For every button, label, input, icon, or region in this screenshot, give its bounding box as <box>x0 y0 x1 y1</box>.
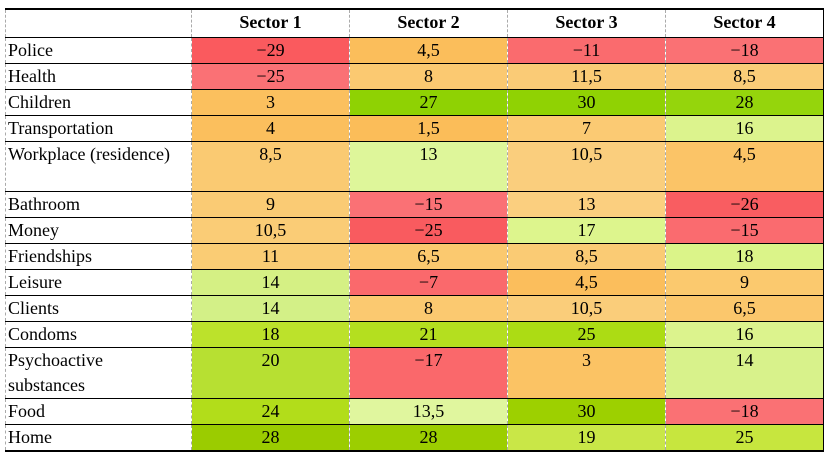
table-row: Food 24 13,5 30 −18 <box>5 398 824 425</box>
heatmap-table-container: Sector 1 Sector 2 Sector 3 Sector 4 Poli… <box>5 8 824 452</box>
table-cell: 13 <box>349 141 508 192</box>
table-cell: 27 <box>349 89 508 116</box>
table-cell: 10,5 <box>191 217 350 244</box>
table-cell: 1,5 <box>349 115 508 142</box>
table-cell: 24 <box>191 398 350 425</box>
table-cell: 6,5 <box>665 295 824 322</box>
row-label: Workplace (residence) <box>5 141 192 192</box>
table-row: Workplace (residence) 8,5 13 10,5 4,5 <box>5 141 824 192</box>
table-cell: 14 <box>191 269 350 296</box>
table-cell: 10,5 <box>507 295 666 322</box>
row-label: Home <box>5 424 192 452</box>
table-cell: 25 <box>665 424 824 452</box>
table-row: Children 3 27 30 28 <box>5 89 824 116</box>
table-cell: 17 <box>507 217 666 244</box>
row-label: Transportation <box>5 115 192 142</box>
table-cell: 14 <box>191 295 350 322</box>
table-cell: −25 <box>191 63 350 90</box>
table-cell: 10,5 <box>507 141 666 192</box>
table-cell: 13,5 <box>349 398 508 425</box>
table-cell: 7 <box>507 115 666 142</box>
table-cell: 18 <box>191 321 350 348</box>
table-row: Home 28 28 19 25 <box>5 424 824 452</box>
table-cell: −15 <box>665 217 824 244</box>
table-cell: 9 <box>191 191 350 218</box>
row-label: Clients <box>5 295 192 322</box>
corner-cell <box>5 8 192 38</box>
column-header-sector-4: Sector 4 <box>665 8 824 38</box>
table-cell: −18 <box>665 37 824 64</box>
table-cell: 28 <box>191 424 350 452</box>
table-row: Money 10,5 −25 17 −15 <box>5 217 824 244</box>
table-cell: 28 <box>349 424 508 452</box>
table-cell: 13 <box>507 191 666 218</box>
table-cell: 14 <box>665 347 824 399</box>
table-cell: 16 <box>665 321 824 348</box>
table-row: Clients 14 8 10,5 6,5 <box>5 295 824 322</box>
table-cell: −25 <box>349 217 508 244</box>
row-label: Bathroom <box>5 191 192 218</box>
header-row: Sector 1 Sector 2 Sector 3 Sector 4 <box>5 8 824 38</box>
table-cell: 6,5 <box>349 243 508 270</box>
column-header-sector-1: Sector 1 <box>191 8 350 38</box>
table-row: Leisure 14 −7 4,5 9 <box>5 269 824 296</box>
table-cell: 30 <box>507 89 666 116</box>
row-label: Condoms <box>5 321 192 348</box>
row-label: Money <box>5 217 192 244</box>
table-cell: 4,5 <box>665 141 824 192</box>
table-cell: 4 <box>191 115 350 142</box>
table-cell: 30 <box>507 398 666 425</box>
table-cell: −26 <box>665 191 824 218</box>
table-row: Condoms 18 21 25 16 <box>5 321 824 348</box>
table-cell: 9 <box>665 269 824 296</box>
row-label: Health <box>5 63 192 90</box>
table-cell: 4,5 <box>507 269 666 296</box>
table-cell: 18 <box>665 243 824 270</box>
table-cell: −18 <box>665 398 824 425</box>
table-cell: −11 <box>507 37 666 64</box>
row-label: Food <box>5 398 192 425</box>
row-label: Police <box>5 37 192 64</box>
table-cell: 3 <box>191 89 350 116</box>
table-row: Psychoactive substances 20 −17 3 14 <box>5 347 824 399</box>
table-cell: −29 <box>191 37 350 64</box>
table-cell: 11,5 <box>507 63 666 90</box>
table-cell: −17 <box>349 347 508 399</box>
table-row: Bathroom 9 −15 13 −26 <box>5 191 824 218</box>
table-row: Health −25 8 11,5 8,5 <box>5 63 824 90</box>
table-row: Friendships 11 6,5 8,5 18 <box>5 243 824 270</box>
table-cell: 20 <box>191 347 350 399</box>
table-cell: 3 <box>507 347 666 399</box>
row-label: Friendships <box>5 243 192 270</box>
row-label: Psychoactive substances <box>5 347 192 399</box>
table-cell: 8,5 <box>665 63 824 90</box>
table-cell: 8,5 <box>507 243 666 270</box>
sector-heatmap-table: Sector 1 Sector 2 Sector 3 Sector 4 Poli… <box>5 8 824 452</box>
table-cell: 11 <box>191 243 350 270</box>
table-cell: −7 <box>349 269 508 296</box>
table-row: Police −29 4,5 −11 −18 <box>5 37 824 64</box>
table-cell: 19 <box>507 424 666 452</box>
table-cell: −15 <box>349 191 508 218</box>
column-header-sector-3: Sector 3 <box>507 8 666 38</box>
table-cell: 21 <box>349 321 508 348</box>
row-label: Children <box>5 89 192 116</box>
table-cell: 25 <box>507 321 666 348</box>
table-cell: 4,5 <box>349 37 508 64</box>
table-cell: 16 <box>665 115 824 142</box>
row-label: Leisure <box>5 269 192 296</box>
column-header-sector-2: Sector 2 <box>349 8 508 38</box>
table-row: Transportation 4 1,5 7 16 <box>5 115 824 142</box>
table-cell: 8 <box>349 63 508 90</box>
table-cell: 8 <box>349 295 508 322</box>
table-cell: 28 <box>665 89 824 116</box>
table-cell: 8,5 <box>191 141 350 192</box>
